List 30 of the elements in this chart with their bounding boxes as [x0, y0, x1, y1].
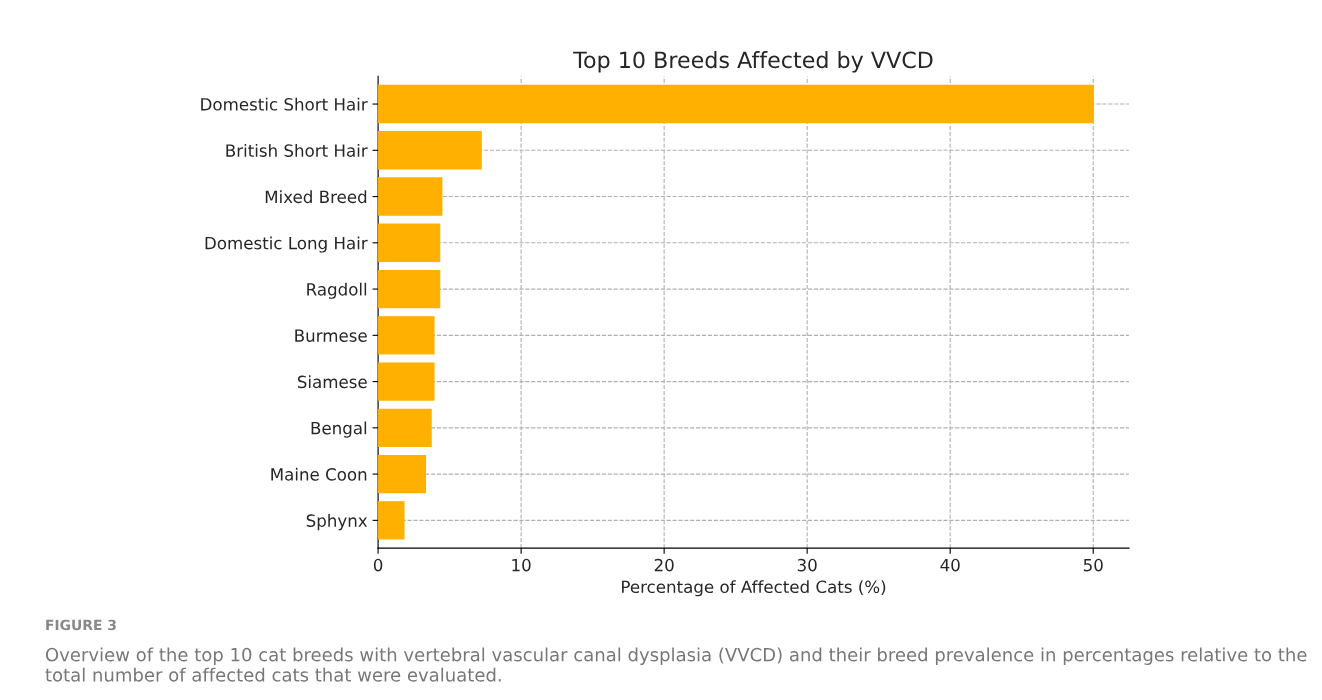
bar — [378, 316, 435, 355]
bar — [378, 362, 435, 401]
x-tick-label: 40 — [940, 558, 960, 572]
y-tick-label: Maine Coon — [271, 467, 367, 481]
x-tick-label: 0 — [373, 558, 383, 572]
y-tick-label: Sphynx — [306, 514, 368, 531]
bar — [378, 501, 405, 540]
y-tick-label: Ragdoll — [307, 282, 367, 299]
y-tick-label: Burmese — [295, 329, 367, 342]
x-tick-label: 30 — [797, 558, 817, 572]
caption: FIGURE 3 — [46, 619, 116, 631]
y-tick-label: Domestic Short Hair — [201, 97, 368, 111]
text: Overview of the top 10 cat breeds with vertebral vascular canal dysplasia (VVCD) and their breed prevalence in percentages relative to the total number of affected cats that were evaluated. — [45, 647, 1307, 682]
bar — [378, 454, 426, 494]
x-tick-label: 10 — [512, 558, 531, 572]
x-axis-title: Percentage of Affected Cats (%) — [622, 580, 886, 597]
y-tick-label: Domestic Long Hair — [205, 236, 368, 253]
bar — [378, 131, 482, 170]
chart-title: Top 10 Breeds Affected by VVCD — [573, 51, 933, 73]
y-tick-label: Mixed Breed — [265, 190, 367, 204]
y-tick-label: Bengal — [311, 421, 367, 438]
bar — [378, 84, 1094, 124]
x-tick-label: 50 — [1083, 558, 1103, 572]
bar — [378, 223, 441, 263]
bar — [378, 408, 432, 448]
y-tick-label: British Short Hair — [226, 143, 368, 157]
y-tick-label: Siamese — [297, 375, 367, 389]
x-tick-label: 20 — [654, 558, 674, 572]
bar — [378, 177, 443, 216]
bar — [378, 269, 441, 309]
